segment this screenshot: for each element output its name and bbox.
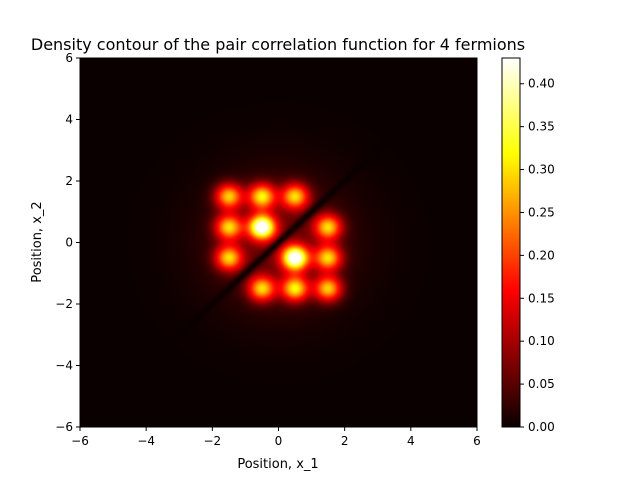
y-tick-label: 6 [65,51,73,65]
plot-area [79,57,478,428]
heatmap-image [80,58,477,427]
colorbar-tick-label: 0.25 [528,205,555,219]
colorbar-gradient [501,57,521,428]
y-tick-label: −2 [55,297,73,311]
y-tick-label: 0 [65,236,73,250]
x-tick-label: 6 [473,434,481,448]
colorbar-tick-label: 0.40 [528,77,555,91]
colorbar: 0.00 0.05 0.10 0.15 0.20 0.25 0.30 0.35 0.40 [501,57,555,434]
y-tick-label: 2 [65,174,73,188]
y-tick-label: −6 [55,420,73,434]
x-axis-label: Position, x_1 [237,457,318,472]
y-axis-label: Position, x_2 [30,201,45,282]
colorbar-tick-label: 0.35 [528,120,555,134]
y-tick-label: 4 [65,113,73,127]
colorbar-ticks: 0.00 0.05 0.10 0.15 0.20 0.25 0.30 0.35 0.40 [520,77,555,434]
colorbar-tick-label: 0.00 [528,420,555,434]
x-axis-ticks: −6 −4 −2 0 2 4 6 [71,427,481,448]
x-tick-label: −2 [203,434,221,448]
chart-title: Density contour of the pair correlation … [31,35,525,54]
y-axis-ticks: −6 −4 −2 0 2 4 6 [55,51,80,434]
colorbar-tick-label: 0.05 [528,377,555,391]
x-tick-label: 4 [407,434,415,448]
x-tick-label: 2 [341,434,349,448]
x-tick-label: −4 [137,434,155,448]
y-tick-label: −4 [55,359,73,373]
x-tick-label: 0 [275,434,283,448]
x-tick-label: −6 [71,434,89,448]
colorbar-tick-label: 0.10 [528,334,555,348]
colorbar-tick-label: 0.30 [528,163,555,177]
colorbar-tick-label: 0.15 [528,291,555,305]
colorbar-tick-label: 0.20 [528,248,555,262]
